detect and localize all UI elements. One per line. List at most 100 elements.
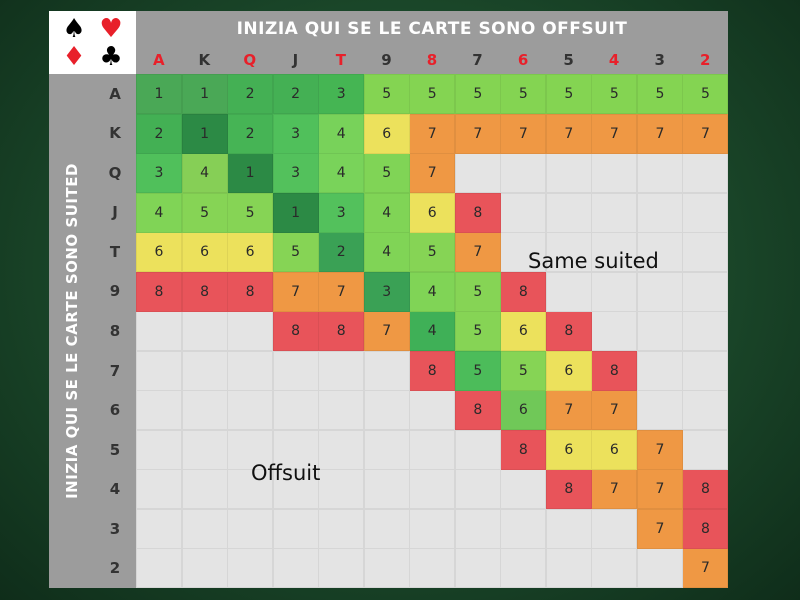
hand-cell: 7 [591,469,638,510]
empty-cell [454,548,501,589]
hand-cell: 4 [409,311,456,352]
row-label: J [112,203,118,222]
empty-cell [682,311,729,352]
empty-cell [363,429,410,470]
empty-cell [409,390,456,431]
empty-cell [409,508,456,549]
hand-cell: 7 [272,271,319,312]
column-label: J [292,51,299,69]
empty-cell [363,390,410,431]
empty-cell [636,192,683,233]
top-header: INIZIA QUI SE LE CARTE SONO OFFSUIT [136,11,728,46]
hand-cell: 2 [227,113,274,154]
hand-cell: 7 [545,390,592,431]
top-header-text: INIZIA QUI SE LE CARTE SONO OFFSUIT [236,18,628,39]
hand-cell: 5 [636,74,683,115]
hand-cell: 4 [181,153,228,194]
empty-cell [591,311,638,352]
empty-cell [181,508,228,549]
row-label: 8 [109,321,121,340]
hand-cell: 6 [545,350,592,391]
hand-cell: 7 [545,113,592,154]
empty-cell [545,271,592,312]
row-label: Q [108,163,122,182]
empty-cell [591,192,638,233]
row-label: 9 [109,282,121,301]
empty-cell [409,429,456,470]
hand-cell: 8 [591,350,638,391]
empty-cell [591,271,638,312]
hand-cell: 6 [136,232,183,273]
hand-cell: 5 [181,192,228,233]
empty-cell [227,311,274,352]
row-label: 4 [109,480,121,499]
row-label: 7 [109,361,121,380]
empty-cell [181,429,228,470]
hand-cell: 8 [181,271,228,312]
empty-cell [272,548,319,589]
hand-cell: 6 [363,113,410,154]
hand-cell: 4 [363,192,410,233]
row-label: K [109,124,121,143]
column-label: K [198,51,211,69]
hand-cell: 4 [363,232,410,273]
column-label: 9 [381,51,392,69]
empty-cell [181,311,228,352]
empty-cell [363,508,410,549]
empty-cell [409,469,456,510]
column-label: 4 [608,51,620,69]
hand-cell: 8 [545,469,592,510]
empty-cell [682,232,729,273]
empty-cell [545,192,592,233]
hand-cell: 6 [500,311,547,352]
column-label: A [152,51,165,69]
empty-cell [682,192,729,233]
empty-cell [636,390,683,431]
empty-cell [545,232,592,273]
empty-cell [636,153,683,194]
hand-cell: 8 [545,311,592,352]
hand-cell: 2 [318,232,365,273]
empty-cell [636,271,683,312]
hand-cell: 4 [318,113,365,154]
hand-cell: 8 [409,350,456,391]
hand-cell: 4 [409,271,456,312]
spade-icon: ♠ [62,14,86,44]
hand-cell: 5 [454,350,501,391]
hand-cell: 7 [682,113,729,154]
hand-cell: 5 [454,74,501,115]
hand-cell: 7 [591,390,638,431]
empty-cell [591,153,638,194]
empty-cell [409,548,456,589]
row-label: 2 [109,559,121,578]
hand-cell: 5 [409,232,456,273]
hand-cell: 1 [136,74,183,115]
hand-cell: 3 [318,192,365,233]
empty-cell [181,469,228,510]
empty-cell [591,508,638,549]
hand-cell: 1 [181,74,228,115]
empty-cell [227,429,274,470]
empty-cell [682,350,729,391]
column-label: 7 [472,51,483,69]
empty-cell [636,311,683,352]
hand-cell: 7 [318,271,365,312]
empty-cell [591,548,638,589]
empty-cell [500,153,547,194]
hand-cell: 7 [636,113,683,154]
hand-cell: 7 [636,429,683,470]
hand-cell: 7 [363,311,410,352]
empty-cell [227,508,274,549]
empty-cell [500,548,547,589]
hand-cell: 7 [636,469,683,510]
hand-cell: 6 [545,429,592,470]
suited-label: Same suited [528,249,659,273]
side-header: INIZIA QUI SE LE CARTE SONO SUITED [49,74,94,588]
empty-cell [181,350,228,391]
empty-cell [545,508,592,549]
hand-cell: 3 [272,113,319,154]
empty-cell [636,548,683,589]
hand-cell: 8 [318,311,365,352]
hand-cell: 5 [363,74,410,115]
